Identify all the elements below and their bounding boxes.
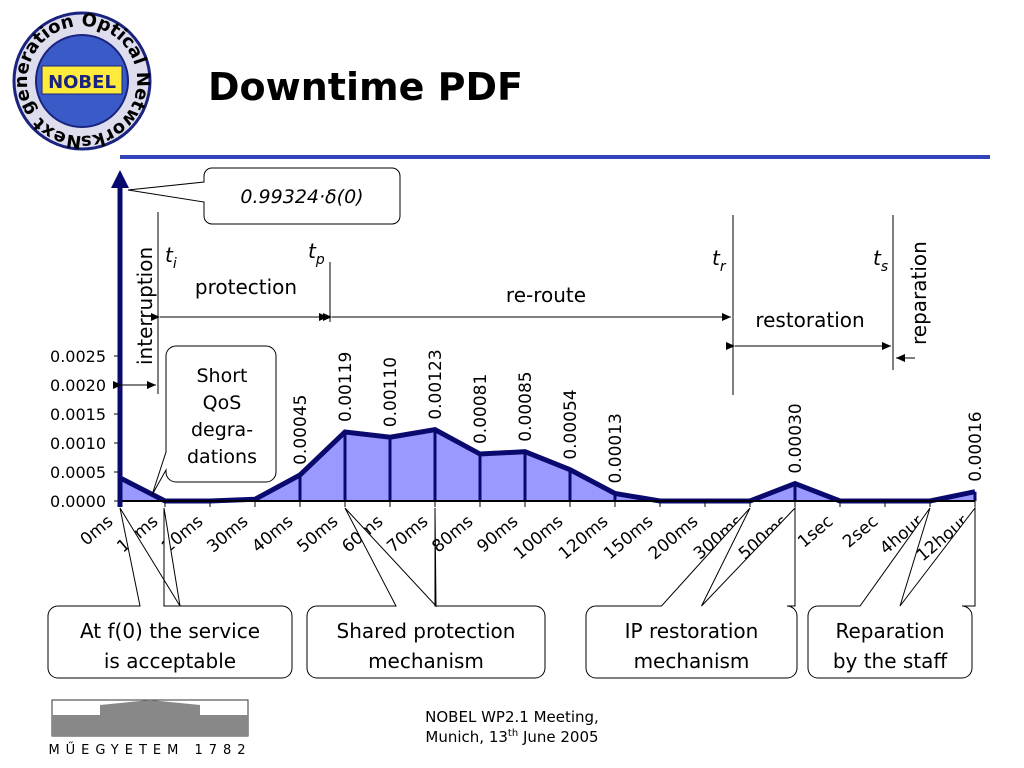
logo: Next generation Optical Networks for Bro… (0, 0, 153, 152)
callout-text: At f(0) the service (80, 619, 260, 643)
x-tick-label: 50ms (293, 511, 342, 557)
phase-label: restoration (755, 308, 864, 332)
marker-sub: s (881, 259, 888, 275)
y-tick-label: 0.0010 (50, 434, 106, 453)
callout-text: is acceptable (104, 649, 236, 673)
footer-line: NOBEL WP2.1 Meeting, (425, 708, 599, 726)
data-label: 0.00054 (561, 389, 581, 459)
y-tick-label: 0.0005 (50, 463, 106, 482)
qos-text: dations (187, 446, 257, 468)
marker: tp (308, 239, 325, 268)
phase-label: reparation (907, 241, 931, 345)
data-label: 0.00085 (516, 371, 536, 441)
callout-text: Shared protection (337, 619, 516, 643)
building-shape (52, 700, 248, 736)
marker-base: t (712, 246, 721, 270)
x-tick-label: 100ms (510, 511, 567, 564)
marker-base: t (165, 243, 174, 267)
line (118, 427, 976, 504)
delta-label: 0.99324·δ(0) (240, 186, 363, 208)
data-label: 0.00123 (426, 349, 446, 419)
title: Downtime PDF (208, 65, 523, 109)
phase-label: re-route (506, 283, 586, 307)
x-tick-label: 120ms (555, 511, 612, 564)
university: MŰEGYETEM 1782 (48, 742, 251, 758)
qos-box (151, 345, 277, 496)
footer-sup: th (508, 728, 518, 739)
marker: tr (712, 246, 727, 275)
callout-text: mechanism (634, 649, 750, 673)
footer-line: Munich, 13th June 2005 (425, 728, 598, 746)
callout-text: Reparation (835, 619, 944, 643)
data-label: 0.00119 (336, 352, 356, 422)
qos-text: degra- (191, 419, 253, 441)
marker-base: t (873, 246, 882, 270)
logo-center: NOBEL (48, 72, 116, 93)
qos-text: Short (197, 365, 248, 387)
y-axis-arrow (111, 170, 129, 188)
data-label: 0.00016 (966, 411, 986, 481)
footer-text: Munich, 13 (425, 728, 508, 746)
delta-callout (127, 167, 401, 225)
data-label: 0.00030 (786, 403, 806, 473)
data-label: 0.00110 (381, 357, 401, 427)
x-tick-label: 150ms (600, 511, 657, 564)
marker-sub: p (315, 252, 325, 268)
callout-text: mechanism (368, 649, 484, 673)
callout-text: IP restoration (625, 619, 759, 643)
area (120, 429, 975, 501)
data-label: 0.00045 (291, 395, 311, 465)
y-tick-label: 0.0000 (50, 492, 106, 511)
marker: ti (165, 243, 177, 272)
x-tick-label: 70ms (383, 511, 432, 557)
callout-text: by the staff (833, 649, 949, 673)
callout-box (306, 507, 546, 679)
marker-sub: i (173, 256, 177, 272)
y-tick-label: 0.0015 (50, 405, 106, 424)
qos-text: QoS (203, 392, 242, 414)
x-tick-label: 0ms (77, 511, 118, 550)
x-tick-label: 30ms (203, 511, 252, 557)
x-tick-label: 200ms (645, 511, 702, 564)
footer: MŰEGYETEM 1782 NOBEL WP2.1 Meeting, Muni… (48, 699, 599, 758)
marker: ts (873, 246, 888, 275)
y-tick-label: 0.0025 (50, 347, 106, 366)
data-label: 0.00081 (471, 374, 491, 444)
plot: 0.0000 0.0005 0.0010 0.0015 0.0020 0.0025 0.00… (47, 167, 986, 679)
callout-box (47, 507, 293, 679)
footer-text: June 2005 (518, 728, 598, 746)
y-tick-label: 0.0020 (50, 376, 106, 395)
callout-box (807, 506, 976, 679)
phase-label: interruption (133, 247, 157, 365)
marker-base: t (308, 239, 317, 263)
callout-box (585, 506, 798, 679)
marker-sub: r (720, 259, 727, 275)
x-tick-label: 2sec (839, 512, 882, 553)
data-label: 0.00013 (606, 413, 626, 483)
phase-label: protection (195, 275, 297, 299)
x-tick-label: 1sec (794, 512, 837, 553)
x-tick-label: 40ms (248, 511, 297, 557)
